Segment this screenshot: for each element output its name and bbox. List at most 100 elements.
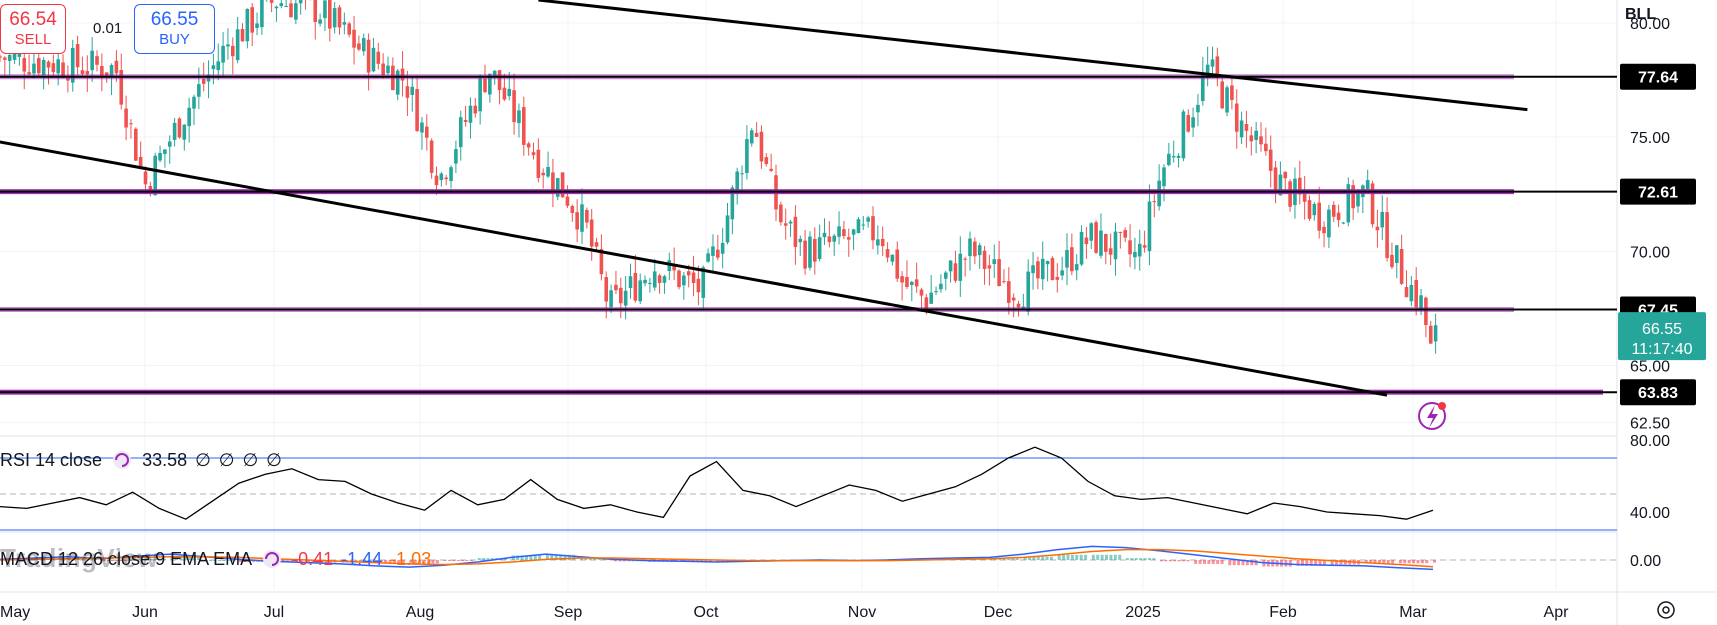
candle-body [75, 44, 80, 68]
macd-hist-bar [1057, 554, 1061, 560]
candle-body [386, 65, 390, 74]
candle-body [526, 143, 531, 148]
candle-body [822, 232, 827, 238]
candle-body [725, 215, 730, 243]
macd-hist-bar [247, 560, 251, 562]
macd-hist-bar [538, 555, 542, 560]
candle-body [119, 69, 124, 105]
candle-body [158, 152, 162, 161]
macd-hist-bar [1412, 560, 1416, 564]
candle-body [1040, 258, 1045, 280]
candle-body [570, 206, 575, 213]
macd-hist-bar [1232, 560, 1236, 566]
candle-body [109, 65, 114, 77]
spread-value: 0.01 [93, 20, 123, 37]
macd-hist-bar [1288, 560, 1292, 567]
candle-body [1404, 287, 1409, 298]
macd-hist-bar [1164, 560, 1168, 562]
current-price-bg [1618, 312, 1706, 361]
candle-body [827, 236, 832, 243]
time-tick: Oct [694, 604, 719, 621]
macd-hist-bar [1202, 560, 1206, 564]
candle-body [1409, 284, 1414, 302]
candle-body [1152, 201, 1157, 203]
candle-body [963, 258, 967, 260]
candle-body [973, 241, 977, 257]
rsi-legend[interactable]: RSI 14 close 33.58 ∅ ∅ ∅ ∅ [0, 448, 282, 472]
macd-signal-value: -1.03 [390, 548, 432, 569]
candle-body [977, 245, 982, 256]
macd-hist-value: -0.41 [292, 548, 334, 569]
candle-body [463, 120, 468, 122]
candle-body [1113, 231, 1118, 260]
buy-button[interactable]: 66.55 BUY [134, 4, 215, 54]
macd-hist-bar [1386, 560, 1390, 564]
candle-body [473, 105, 478, 114]
ticker-label[interactable]: BLL [1625, 6, 1657, 23]
macd-hist-bar [1228, 560, 1232, 566]
candle-body [328, 0, 332, 29]
macd-hist-bar [145, 558, 149, 560]
macd-hist-bar [1096, 554, 1100, 560]
macd-hist-bar [315, 560, 319, 563]
candle-body [366, 39, 371, 73]
rsi-settings-icon[interactable] [110, 448, 134, 472]
settings-icon[interactable] [1657, 601, 1675, 619]
candle-body [182, 124, 187, 140]
candle-body [691, 272, 696, 284]
macd-hist-bar [1300, 560, 1304, 566]
candle-body [143, 171, 148, 185]
candle-body [1055, 276, 1060, 280]
rsi-value: 33.58 [142, 449, 188, 470]
candle-body [633, 272, 638, 301]
macd-hist-bar [529, 555, 533, 560]
macd-hist-bar [1314, 560, 1318, 566]
candle-body [347, 23, 351, 35]
candle-body [187, 107, 191, 127]
candle-body [948, 260, 953, 272]
macd-hist-bar [1241, 560, 1245, 566]
time-tick: May [0, 604, 30, 621]
candle-body [885, 249, 890, 258]
macd-legend[interactable]: MACD 12 26 close 9 EMA EMA -0.41 -1.44 -… [0, 547, 431, 571]
candle-body [706, 253, 710, 262]
candle-body [643, 279, 647, 284]
macd-hist-bar [106, 560, 110, 561]
candle-body [686, 271, 691, 276]
candle-body [1244, 124, 1249, 131]
macd-hist-bar [174, 557, 178, 560]
sell-button[interactable]: 66.54 SELL [0, 4, 66, 54]
candle-body [696, 278, 701, 293]
macd-hist-bar [1027, 556, 1031, 560]
candle-body [817, 237, 822, 259]
candle-body [37, 58, 41, 74]
candle-body [638, 280, 642, 302]
macd-hist-bar [1011, 558, 1015, 560]
candle-body [749, 130, 754, 144]
candle-body [1050, 258, 1055, 281]
candle-body [298, 0, 303, 4]
macd-settings-icon[interactable] [260, 547, 284, 571]
candle-body [27, 72, 31, 75]
candle-body [837, 226, 841, 237]
candle-body [861, 224, 866, 226]
candle-body [1298, 177, 1302, 195]
candle-body [589, 219, 594, 247]
macd-hist-bar [1391, 560, 1395, 564]
macd-hist-bar [1002, 558, 1006, 560]
candle-body [764, 157, 769, 165]
macd-hist-bar [1403, 560, 1407, 564]
candle-body [1336, 212, 1341, 221]
candle-body [730, 187, 735, 220]
flash-icon[interactable] [1418, 402, 1446, 430]
candle-body [832, 235, 836, 242]
candle-body [793, 216, 798, 248]
macd-hist-bar [469, 560, 473, 561]
candle-body [478, 78, 482, 112]
candles [0, 0, 1438, 354]
current-price-label: 66.55 [1642, 321, 1682, 338]
candle-body [405, 86, 410, 98]
macd-hist-bar [204, 560, 208, 561]
candle-body [1002, 281, 1006, 283]
macd-label: MACD 12 26 close 9 EMA EMA [0, 548, 253, 569]
